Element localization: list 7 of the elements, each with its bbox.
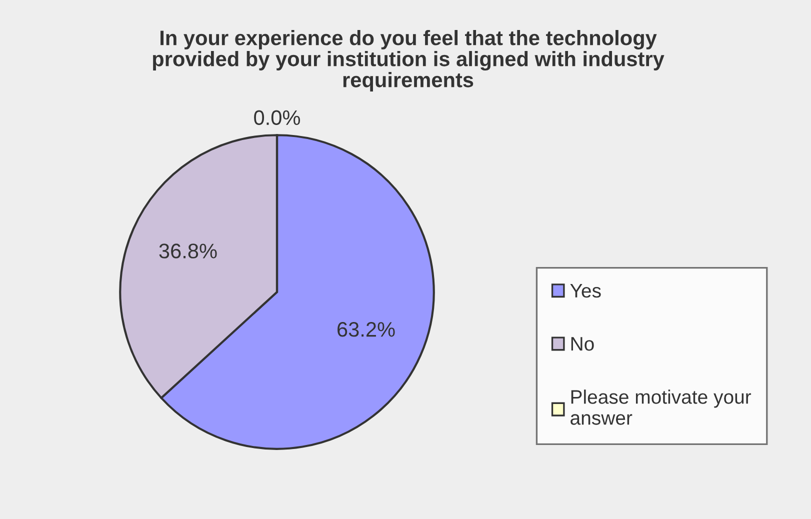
data-label: 63.2%: [338, 322, 395, 337]
legend-label: Please motivate your answer: [570, 390, 752, 425]
chart-title: In your experience do you feel that the technology provided by your institution is aligned with industry requirements: [153, 30, 664, 92]
data-label: 36.8%: [159, 244, 217, 258]
legend-label: Yes: [570, 284, 601, 298]
text: 0.0%: [254, 110, 300, 126]
legend-label: No: [571, 337, 594, 351]
